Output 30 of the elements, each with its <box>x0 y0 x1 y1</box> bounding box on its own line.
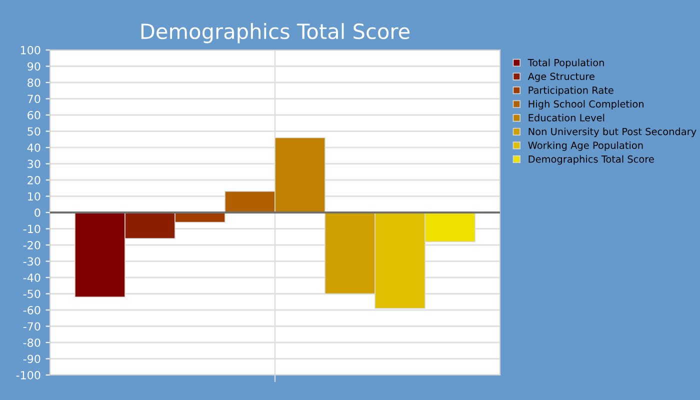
y-tick-label: -30 <box>23 257 40 266</box>
chart-title: Demographics Total Score <box>141 23 410 44</box>
y-tick-label: -80 <box>23 338 40 347</box>
y-tick-label: 90 <box>28 62 40 71</box>
legend-label: Participation Rate <box>528 86 614 96</box>
legend-label: High School Completion <box>528 100 644 110</box>
legend-label: Total Population <box>528 58 604 68</box>
y-tick-label: -90 <box>23 354 40 364</box>
y-tick-label: 100 <box>20 46 40 54</box>
legend-label: Non University but Post Secondary <box>528 128 696 138</box>
y-tick-label: -100 <box>16 370 40 380</box>
legend-label: Age Structure <box>528 72 594 82</box>
y-tick-label: 0 <box>34 208 40 217</box>
y-tick-label: -50 <box>23 290 40 298</box>
y-tick-label: 80 <box>28 78 40 87</box>
y-tick-label: 70 <box>28 94 40 104</box>
legend-label: Education Level <box>528 114 604 122</box>
y-tick-label: -60 <box>23 306 40 314</box>
y-tick-label: 50 <box>28 127 40 136</box>
y-tick-label: 10 <box>28 192 40 201</box>
y-tick-label: 30 <box>28 160 40 168</box>
y-tick-label: -40 <box>23 273 40 282</box>
y-tick-label: -10 <box>23 224 40 234</box>
y-tick-label: 20 <box>28 176 40 184</box>
y-tick-label: -20 <box>23 240 40 250</box>
y-tick-label: -70 <box>23 322 40 331</box>
legend-label: Working Age Population <box>528 141 643 151</box>
y-tick-label: 40 <box>27 143 40 152</box>
legend-label: Demographics Total Score <box>528 155 654 165</box>
y-tick-label: 60 <box>28 110 40 120</box>
